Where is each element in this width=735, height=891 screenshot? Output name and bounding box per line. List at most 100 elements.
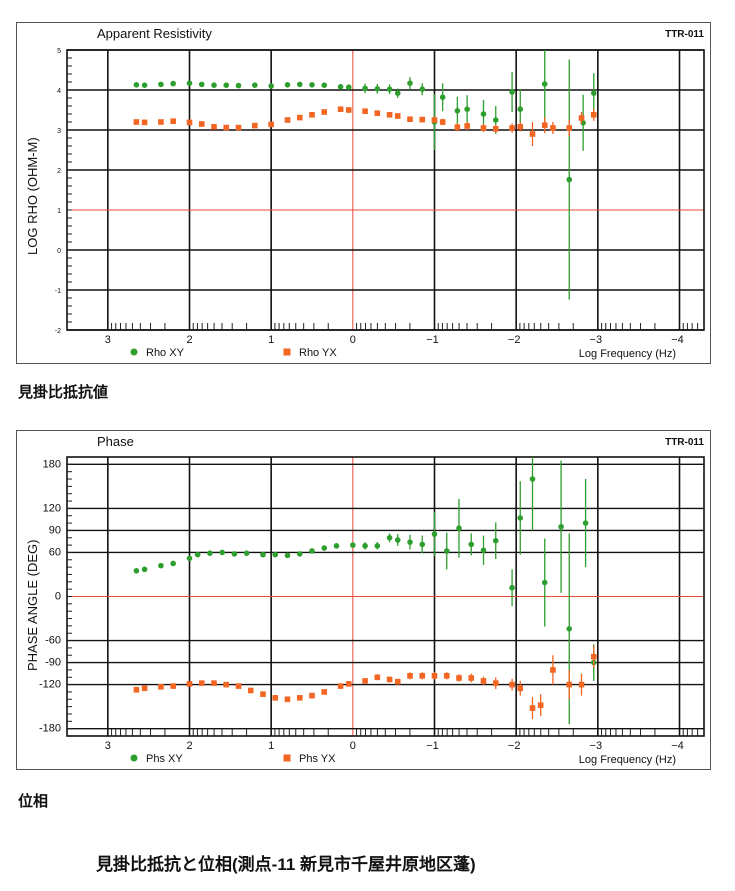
xy-data-point <box>509 584 515 591</box>
yx-data-point <box>419 116 426 123</box>
yx-data-point <box>578 115 585 121</box>
legend-yx-marker <box>283 348 291 356</box>
xy-data-point <box>170 80 176 87</box>
y-tick-label: 120 <box>43 502 61 514</box>
xy-data-point <box>509 89 515 95</box>
xy-data-point <box>207 550 213 556</box>
legend-label: Phs XY <box>146 753 183 765</box>
x-tick-label: 1 <box>268 740 274 752</box>
yx-data-point <box>272 695 279 701</box>
xy-data-point <box>386 534 393 541</box>
yx-data-point <box>517 124 524 130</box>
yx-data-point <box>386 676 393 683</box>
y-tick-label: 60 <box>49 546 61 558</box>
xy-data-point <box>464 106 470 112</box>
x-tick-label: −4 <box>671 740 684 752</box>
x-tick-label: −1 <box>426 740 439 752</box>
yx-data-point <box>223 681 230 688</box>
xy-data-point <box>374 543 381 549</box>
yx-data-point <box>186 119 193 126</box>
xy-data-point <box>374 86 381 92</box>
figure-caption: 見掛比抵抗と位相(測点-11 新見市千屋井原地区蓬) <box>96 855 476 874</box>
resistivity-caption: 見掛比抵抗値 <box>18 384 109 401</box>
legend-label: Rho XY <box>146 347 185 359</box>
xy-data-point <box>492 537 499 544</box>
legend-label: Rho YX <box>299 347 337 359</box>
yx-data-point <box>235 683 242 689</box>
xy-data-point <box>394 90 401 96</box>
xy-data-point <box>529 476 536 482</box>
xy-data-point <box>541 579 548 586</box>
resistivity-chart-panel: Apparent Resistivity TTR-011 LOG RHO (OH… <box>16 22 711 364</box>
y-tick-label: -1 <box>55 288 61 295</box>
xy-data-point <box>284 552 291 559</box>
yx-data-point <box>345 681 352 687</box>
xy-data-point <box>394 537 401 543</box>
yx-data-point <box>480 125 487 131</box>
yx-data-point <box>407 672 413 679</box>
yx-data-point <box>509 125 515 131</box>
yx-data-point <box>550 125 556 131</box>
xy-data-point <box>350 542 356 548</box>
xy-data-point <box>243 550 250 556</box>
yx-data-point <box>133 686 140 693</box>
xy-data-point <box>590 90 597 96</box>
xy-data-point <box>407 539 413 545</box>
yx-data-point <box>170 683 176 689</box>
yx-data-point <box>247 687 254 694</box>
xy-data-point <box>296 551 303 557</box>
yx-data-point <box>321 109 328 115</box>
yx-data-point <box>431 117 438 123</box>
yx-data-point <box>235 124 242 131</box>
yx-data-point <box>456 675 462 681</box>
xy-data-point <box>158 81 164 88</box>
y-tick-label: 3 <box>57 128 61 135</box>
x-axis-label: Log Frequency (Hz) <box>579 348 676 360</box>
yx-data-point <box>529 131 536 137</box>
xy-data-point <box>566 176 573 183</box>
phase-caption: 位相 <box>18 793 49 810</box>
xy-data-point <box>260 551 266 558</box>
yx-data-point <box>590 112 597 118</box>
yx-data-point <box>443 672 450 679</box>
yx-data-point <box>509 681 515 688</box>
phase-chart-panel: Phase TTR-011 PHASE ANGLE (DEG) 180 120 90… <box>16 430 711 770</box>
xy-data-point <box>235 82 242 89</box>
yx-data-point <box>296 695 303 701</box>
station-id-label: TTR-011 <box>665 437 704 448</box>
x-tick-label: 3 <box>105 740 111 752</box>
xy-data-point <box>309 548 315 554</box>
yx-data-point <box>362 678 368 684</box>
yx-data-point <box>537 702 544 708</box>
legend-xy-marker <box>130 754 138 762</box>
y-tick-label: -2 <box>55 328 61 335</box>
xy-data-point <box>141 566 148 573</box>
yx-data-point <box>133 119 140 125</box>
yx-data-point <box>296 114 303 121</box>
yx-data-point <box>374 110 381 116</box>
xy-data-point <box>268 83 274 89</box>
x-tick-label: 3 <box>105 334 111 346</box>
yx-data-point <box>566 681 573 688</box>
xy-data-point <box>456 525 462 532</box>
xy-data-point <box>186 555 193 562</box>
x-tick-label: −4 <box>671 334 684 346</box>
xy-data-point <box>558 523 564 530</box>
xy-data-point <box>582 520 589 526</box>
xy-data-point <box>296 81 303 88</box>
y-tick-label: 0 <box>57 248 61 255</box>
chart-title: Phase <box>97 434 134 449</box>
yx-data-point <box>252 122 258 129</box>
xy-data-point <box>517 515 524 521</box>
plot-frame <box>66 49 705 331</box>
resistivity-plot: 5 4 3 2 1 0 -1 -2 3 2 1 0 −1 −2 −3 −4 Log Frequency (Hz)… <box>55 48 705 360</box>
yx-data-point <box>141 119 148 126</box>
yx-data-point <box>141 685 148 692</box>
xy-data-point <box>566 626 573 632</box>
x-tick-label: −2 <box>508 740 521 752</box>
yx-data-point <box>309 692 315 699</box>
xy-data-point <box>309 82 315 88</box>
y-tick-label: -60 <box>45 635 61 647</box>
yx-data-point <box>407 116 413 122</box>
xy-data-point <box>419 86 426 92</box>
